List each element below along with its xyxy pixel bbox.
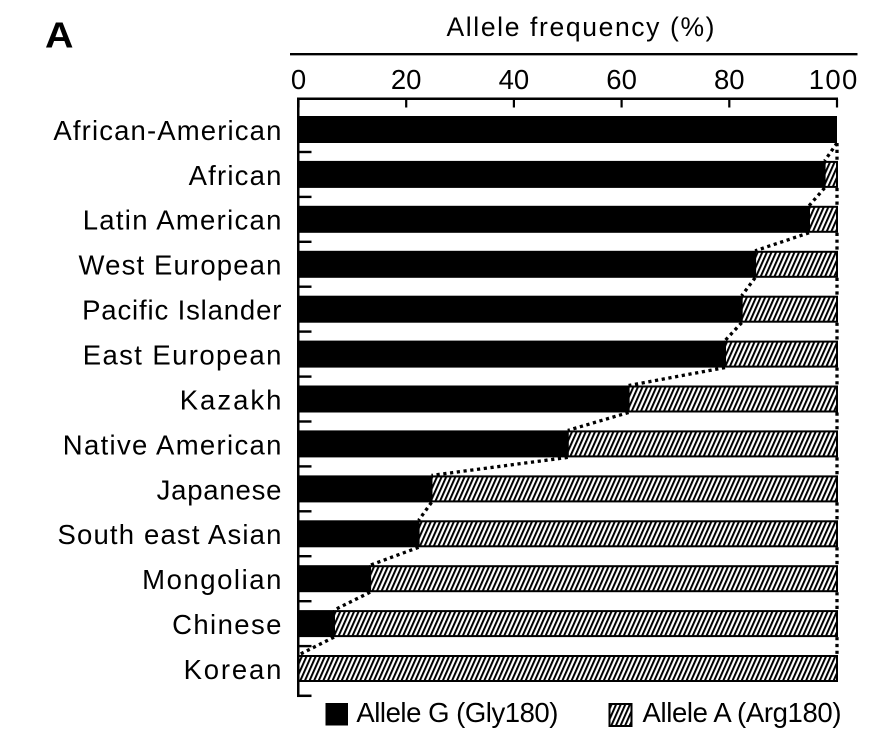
svg-text:0: 0 [291,64,306,95]
svg-text:80: 80 [714,64,745,95]
svg-text:Allele G (Gly180): Allele G (Gly180) [356,697,558,728]
svg-text:100: 100 [809,64,858,95]
svg-text:South east Asian: South east Asian [58,519,282,550]
svg-text:Native American: Native American [63,429,282,460]
svg-text:Japanese: Japanese [157,474,282,505]
svg-text:A: A [45,15,74,56]
svg-text:Allele A (Arg180): Allele A (Arg180) [643,697,842,728]
svg-text:40: 40 [499,64,530,95]
svg-text:Chinese: Chinese [172,609,281,640]
svg-text:African: African [189,160,282,191]
svg-text:20: 20 [391,64,422,95]
svg-text:60: 60 [606,64,637,95]
svg-text:Pacific Islander: Pacific Islander [82,295,281,326]
svg-text:Mongolian: Mongolian [142,564,281,595]
svg-text:East European: East European [83,340,282,371]
svg-text:Kazakh: Kazakh [180,384,282,415]
svg-text:West European: West European [79,250,282,281]
svg-text:Latin American: Latin American [83,205,282,236]
svg-text:African-American: African-American [53,115,281,146]
svg-text:Korean: Korean [184,654,282,685]
svg-text:Allele frequency (%): Allele frequency (%) [447,12,715,42]
